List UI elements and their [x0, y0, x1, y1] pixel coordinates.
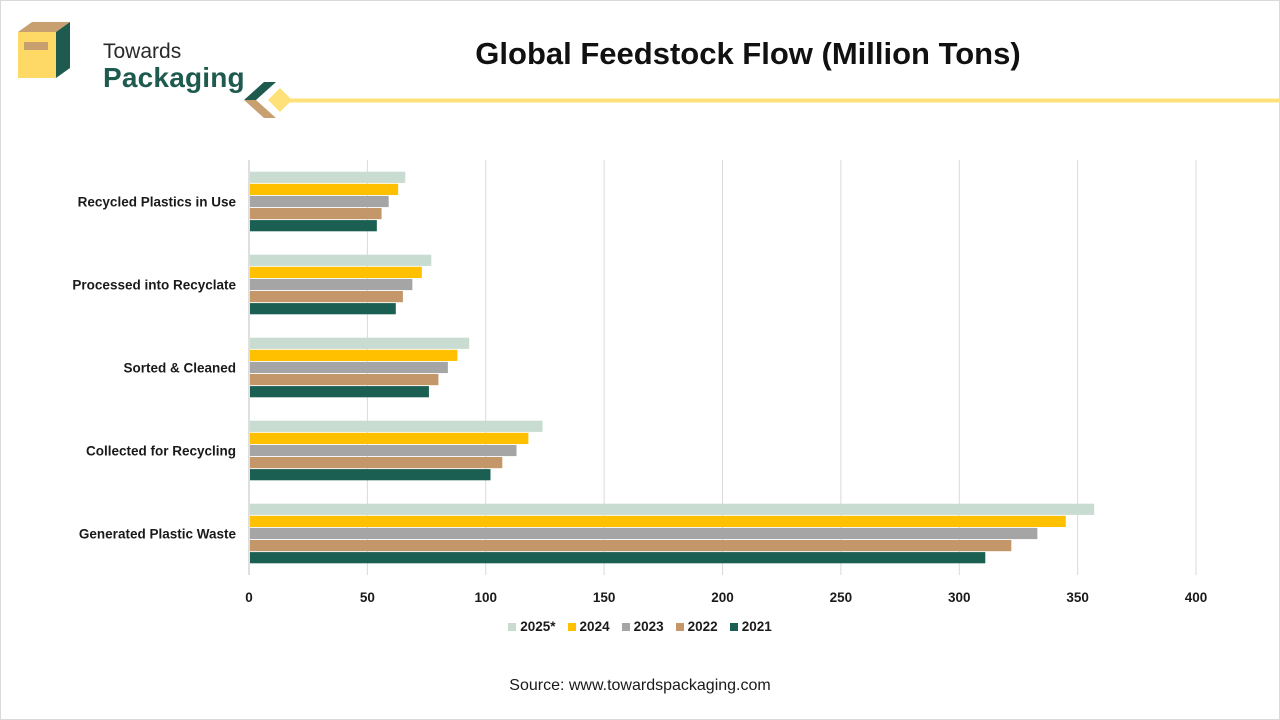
divider-diamond-tan	[244, 100, 276, 118]
bar-2021-2	[250, 386, 429, 398]
bar-2025-0	[250, 171, 406, 183]
bar-2025-2	[250, 337, 470, 349]
bar-2024-4	[250, 515, 1066, 527]
legend-swatch	[729, 623, 738, 631]
legend-item: 2022	[675, 619, 718, 634]
legend-label: 2024	[579, 619, 610, 634]
legend-label: 2021	[741, 619, 772, 634]
category-label: Recycled Plastics in Use	[77, 194, 236, 209]
x-tick-label: 200	[711, 590, 734, 605]
x-tick-label: 0	[245, 590, 253, 605]
x-tick-label: 350	[1066, 590, 1089, 605]
bar-2023-0	[250, 195, 389, 208]
legend-swatch	[675, 623, 684, 631]
x-tick-label: 300	[947, 590, 971, 605]
source-note: Source: www.towardspackaging.com	[509, 677, 771, 694]
legend-item: 2024	[567, 619, 610, 634]
bar-2024-3	[250, 432, 529, 444]
legend: 2025* 2024 2023 2022 2021	[0, 619, 1280, 634]
bar-2022-4	[250, 540, 1012, 552]
legend-label: 2022	[687, 619, 718, 634]
divider-decoration	[244, 82, 1280, 118]
bar-2025-3	[250, 420, 543, 432]
bar-2023-3	[250, 444, 517, 457]
legend-item: 2021	[729, 619, 772, 634]
legend-label: 2025*	[520, 619, 556, 634]
bar-2024-1	[250, 266, 422, 278]
bar-2021-4	[250, 552, 986, 564]
category-label: Sorted & Cleaned	[123, 360, 236, 375]
divider-line	[290, 98, 1280, 103]
x-tick-label: 250	[829, 590, 853, 605]
brand-logo: Towards Packaging	[18, 20, 248, 93]
bar-2025-1	[250, 254, 432, 266]
bar-2023-2	[250, 361, 448, 374]
brand-line-2: Packaging	[103, 62, 245, 93]
bar-2025-4	[250, 503, 1095, 515]
legend-swatch	[567, 623, 576, 631]
divider-diamond-teal	[244, 82, 276, 100]
bar-2021-3	[250, 469, 491, 481]
legend-item: 2023	[621, 619, 664, 634]
chart-title: Global Feedstock Flow (Million Tons)	[475, 36, 1021, 71]
bar-2023-4	[250, 527, 1038, 540]
x-tick-label: 100	[474, 590, 498, 605]
bar-2024-0	[250, 183, 399, 195]
bar-2022-2	[250, 374, 439, 386]
bar-2021-1	[250, 303, 396, 315]
divider-diamond-yellow	[268, 88, 292, 112]
bar-2022-1	[250, 291, 403, 303]
legend-swatch	[508, 623, 517, 631]
bar-2023-1	[250, 278, 413, 291]
x-tick-label: 50	[359, 590, 375, 605]
bar-2022-3	[250, 457, 503, 469]
x-tick-label: 400	[1184, 590, 1208, 605]
box-logo-icon	[18, 22, 70, 78]
category-label: Collected for Recycling	[85, 443, 236, 458]
legend-item: 2025*	[508, 619, 556, 634]
category-label: Processed into Recyclate	[72, 277, 236, 292]
bar-2024-2	[250, 349, 458, 361]
brand-line-1: Towards	[103, 40, 182, 63]
category-label: Generated Plastic Waste	[78, 526, 236, 541]
bar-2021-0	[250, 220, 377, 232]
bar-2022-0	[250, 208, 382, 220]
bars	[250, 171, 1095, 564]
legend-label: 2023	[633, 619, 664, 634]
x-tick-label: 150	[592, 590, 616, 605]
legend-swatch	[621, 623, 630, 631]
